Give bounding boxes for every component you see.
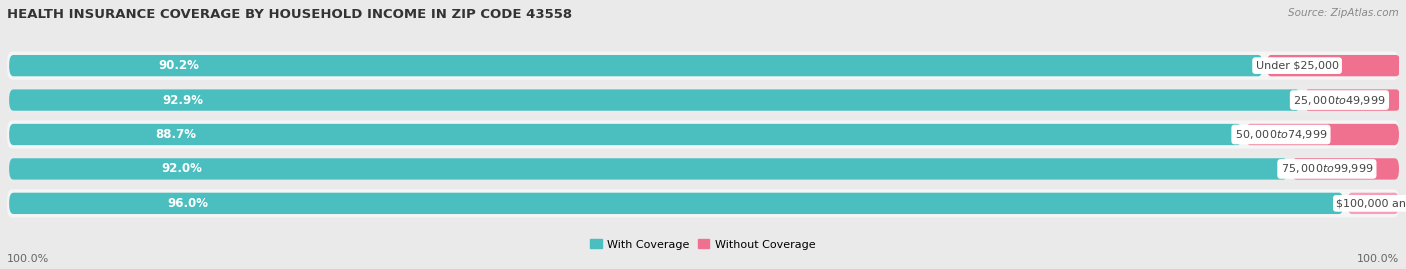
Text: Under $25,000: Under $25,000 — [1256, 61, 1339, 71]
Text: $25,000 to $49,999: $25,000 to $49,999 — [1294, 94, 1386, 107]
Text: 96.0%: 96.0% — [167, 197, 208, 210]
Text: 92.9%: 92.9% — [163, 94, 204, 107]
Text: 100.0%: 100.0% — [7, 254, 49, 264]
FancyBboxPatch shape — [8, 89, 1301, 111]
Text: HEALTH INSURANCE COVERAGE BY HOUSEHOLD INCOME IN ZIP CODE 43558: HEALTH INSURANCE COVERAGE BY HOUSEHOLD I… — [7, 8, 572, 21]
FancyBboxPatch shape — [1305, 89, 1400, 111]
FancyBboxPatch shape — [7, 189, 1399, 217]
Text: 88.7%: 88.7% — [156, 128, 197, 141]
Text: 100.0%: 100.0% — [1357, 254, 1399, 264]
Text: $50,000 to $74,999: $50,000 to $74,999 — [1234, 128, 1327, 141]
Text: $100,000 and over: $100,000 and over — [1336, 198, 1406, 208]
FancyBboxPatch shape — [8, 55, 1263, 76]
Legend: With Coverage, Without Coverage: With Coverage, Without Coverage — [588, 236, 818, 253]
FancyBboxPatch shape — [1292, 158, 1399, 180]
FancyBboxPatch shape — [7, 155, 1399, 183]
FancyBboxPatch shape — [8, 124, 1241, 145]
FancyBboxPatch shape — [1246, 124, 1399, 145]
Text: $75,000 to $99,999: $75,000 to $99,999 — [1281, 162, 1374, 175]
FancyBboxPatch shape — [7, 52, 1399, 80]
FancyBboxPatch shape — [1347, 193, 1399, 214]
FancyBboxPatch shape — [7, 121, 1399, 148]
FancyBboxPatch shape — [8, 158, 1288, 180]
Text: 92.0%: 92.0% — [162, 162, 202, 175]
FancyBboxPatch shape — [1267, 55, 1400, 76]
Text: Source: ZipAtlas.com: Source: ZipAtlas.com — [1288, 8, 1399, 18]
Text: 90.2%: 90.2% — [157, 59, 200, 72]
FancyBboxPatch shape — [8, 193, 1343, 214]
FancyBboxPatch shape — [7, 86, 1399, 114]
